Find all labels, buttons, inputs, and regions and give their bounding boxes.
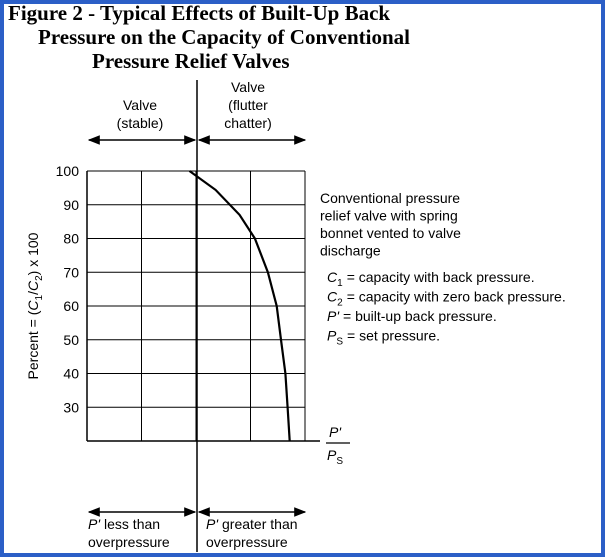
symbol: P — [327, 328, 337, 344]
region-label: Valve — [123, 97, 157, 113]
note-line: Conventional pressure — [320, 190, 460, 206]
y-tick-label: 40 — [63, 366, 79, 382]
title-line: Pressure on the Capacity of Conventional — [38, 25, 410, 49]
region-label: P' less than — [88, 516, 160, 532]
y-label: Percent = (C1/C2) x 100 — [25, 232, 45, 379]
subscript: S — [336, 337, 343, 348]
region-label: chatter) — [224, 115, 271, 131]
text: greater than — [222, 516, 298, 532]
subscript: 1 — [337, 278, 343, 289]
title-line: Pressure Relief Valves — [92, 49, 290, 73]
note: Conventional pressure relief valve with s… — [320, 190, 461, 259]
region-label: overpressure — [206, 534, 288, 550]
subscript: 2 — [337, 298, 343, 309]
symbol: C — [327, 289, 338, 305]
y-label-part: C — [25, 300, 41, 311]
symbol: P' — [88, 516, 101, 532]
region-label: P' greater than — [206, 516, 298, 532]
definitions: C1 = capacity with back pressure.C2 = capa… — [327, 269, 566, 348]
subscript: S — [336, 456, 343, 467]
note-line: bonnet vented to valve — [320, 225, 461, 241]
y-label-part: ) x 100 — [25, 232, 41, 275]
region-label: (stable) — [117, 115, 164, 131]
y-tick-label: 60 — [63, 298, 79, 314]
y-tick-label: 90 — [63, 197, 79, 213]
curve — [188, 170, 291, 442]
text: = capacity with zero back pressure. — [347, 289, 566, 305]
y-tick-label: 100 — [56, 163, 80, 179]
region-label: (flutter — [228, 97, 268, 113]
y-label-part: C — [25, 280, 41, 291]
text: = built-up back pressure. — [343, 308, 497, 324]
y-tick-label: 30 — [63, 399, 79, 415]
note-line: discharge — [320, 243, 381, 259]
symbol: P — [327, 447, 337, 463]
symbol: P' — [206, 516, 219, 532]
y-tick-label: 70 — [63, 264, 79, 280]
y-tick-label: 50 — [63, 332, 79, 348]
definition: C2 = capacity with zero back pressure. — [327, 289, 566, 309]
symbol: P' — [327, 308, 340, 324]
y-tick-label: 80 — [63, 231, 79, 247]
region-label: overpressure — [88, 534, 170, 550]
text: less than — [104, 516, 160, 532]
y-label-part: / — [25, 291, 41, 295]
text: = capacity with back pressure. — [347, 269, 535, 285]
note-line: relief valve with spring — [320, 208, 458, 224]
region-label: Valve — [231, 79, 265, 95]
symbol: C — [327, 269, 338, 285]
x-label-denominator: PS — [327, 447, 343, 467]
y-label-part: 2 — [34, 275, 45, 281]
text: = set pressure. — [347, 328, 440, 344]
definition: C1 = capacity with back pressure. — [327, 269, 535, 289]
title-line: Figure 2 - Typical Effects of Built-Up B… — [8, 1, 390, 25]
y-label-part: Percent = ( — [25, 310, 41, 379]
definition: PS = set pressure. — [327, 328, 440, 348]
y-label-part: 1 — [34, 294, 45, 300]
x-label-numerator: P' — [329, 424, 342, 440]
definition: P' = built-up back pressure. — [327, 308, 497, 324]
